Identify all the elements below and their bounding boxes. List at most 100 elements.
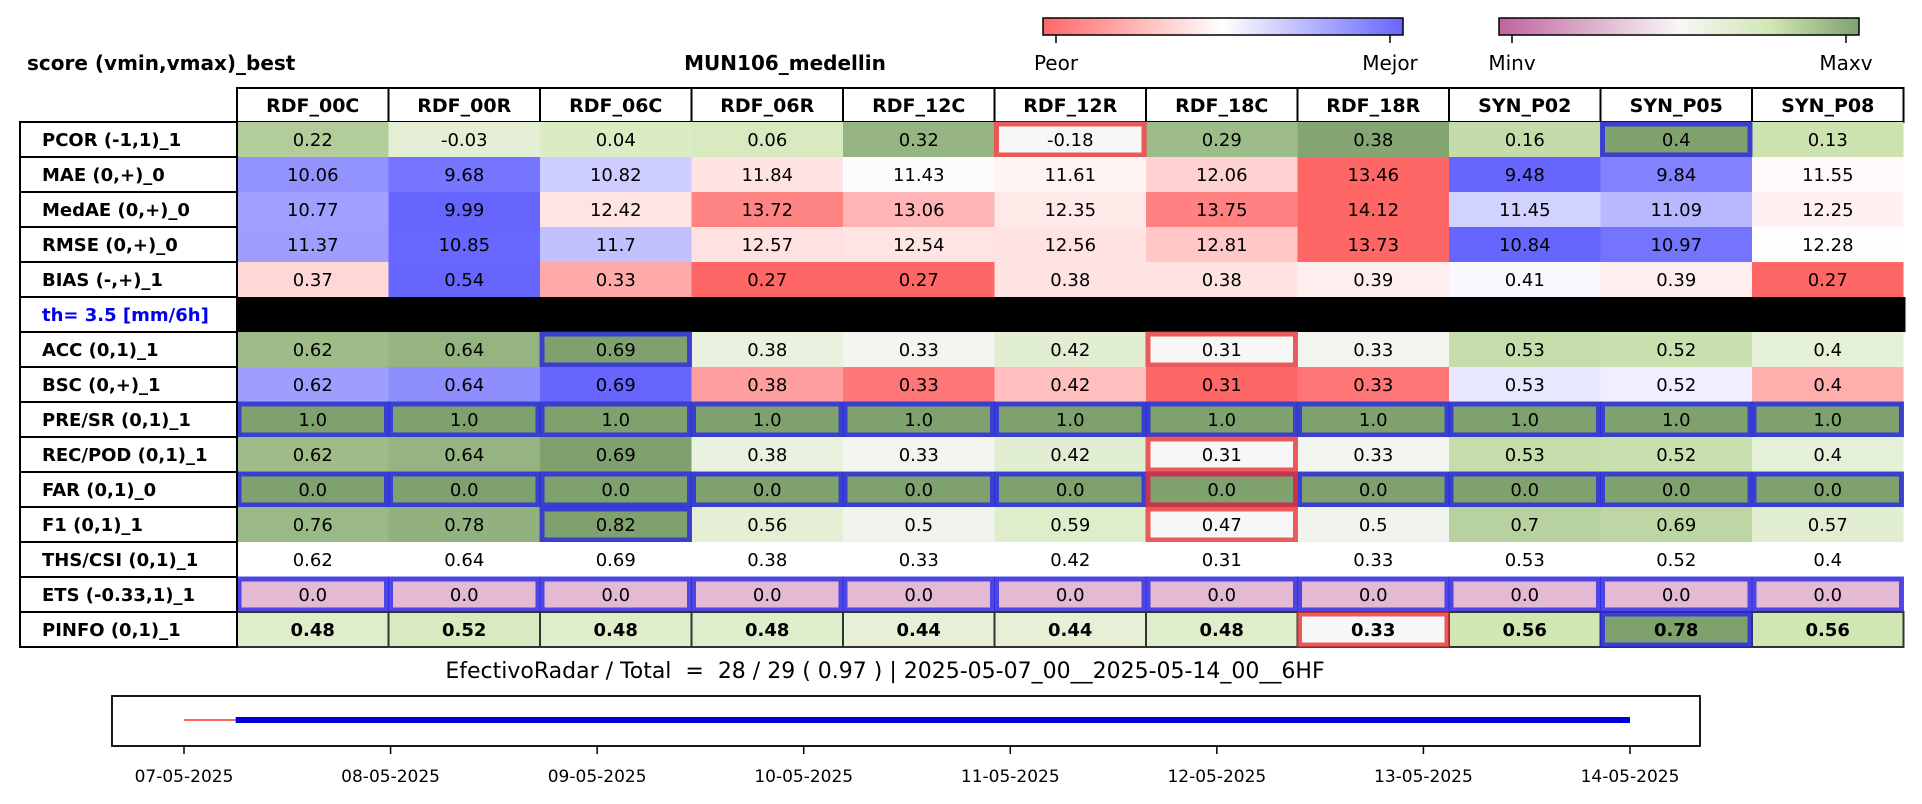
cell-value: -0.18 [1047,130,1094,151]
center-title: MUN106_medellin [684,51,886,75]
cell-value: 0.0 [753,585,782,606]
cell-fill [1297,367,1449,402]
cell-value: 12.28 [1802,235,1854,256]
best-highlight [842,576,995,613]
cell-value: 0.69 [596,445,636,466]
cell-value: 1.0 [450,410,479,431]
cell-fill [691,332,843,367]
cell-value: 1.0 [1207,410,1236,431]
timeline-tick-label: 14-05-2025 [1581,767,1680,787]
cell-value: 11.37 [287,235,339,256]
cell-value: 0.53 [1505,445,1545,466]
best-highlight [1448,471,1601,508]
cell-fill [994,262,1146,297]
cell-fill [1297,227,1449,262]
best-highlight [539,401,692,438]
cell-value: 0.0 [450,585,479,606]
row-label: PRE/SR (0,1)_1 [42,410,191,431]
cell-value: 9.99 [444,200,484,221]
colorbar-peor-label: Peor [1034,51,1079,75]
cell-value: 1.0 [1510,410,1539,431]
cell-fill [1297,122,1449,157]
cell-value: 0.22 [293,130,333,151]
best-highlight [994,576,1147,613]
cell-value: 0.62 [293,340,333,361]
cell-value: 0.39 [1353,270,1393,291]
colorbar-peor-mejor: Peor Mejor [1034,17,1419,75]
cell-value: 0.33 [1353,340,1393,361]
cell-value: 1.0 [753,410,782,431]
cell-fill [1752,402,1904,437]
cell-fill [388,507,540,542]
colorbar-maxv-label: Maxv [1819,51,1872,75]
cell-value: 0.53 [1505,340,1545,361]
cell-fill [1752,192,1904,227]
cell-fill [1752,367,1904,402]
cell-value: 0.33 [1353,550,1393,571]
cell-fill [691,542,843,577]
cell-fill [388,437,540,472]
cell-fill [237,262,389,297]
cell-value: 0.33 [1353,375,1393,396]
cell-fill [994,367,1146,402]
cell-fill [1146,122,1298,157]
cell-value: 12.54 [893,235,945,256]
cell-value: 0.52 [442,620,486,641]
cell-fill [1146,507,1298,542]
best-highlight [1297,471,1450,508]
best-highlight [388,576,541,613]
row-label: MedAE (0,+)_0 [42,200,190,221]
row-label-box [19,541,238,578]
cell-fill [237,402,389,437]
cell-value: 0.52 [1656,445,1696,466]
cell-value: 11.84 [741,165,793,186]
cell-value: 0.33 [899,375,939,396]
cell-value: 0.69 [596,340,636,361]
cell-fill [1146,157,1298,192]
cell-fill [1600,157,1752,192]
left-title: score (vmin,vmax)_best [27,51,296,75]
cell-value: 0.52 [1656,340,1696,361]
cell-fill [1449,507,1601,542]
cell-value: 0.0 [298,480,327,501]
cell-value: 0.31 [1202,375,1242,396]
best-highlight [691,401,844,438]
column-header: RDF_12C [872,95,965,117]
column-header: SYN_P02 [1478,95,1571,117]
cell-fill [994,332,1146,367]
best-highlight [539,506,692,543]
cell-value: 0.38 [747,375,787,396]
cell-value: 13.75 [1196,200,1248,221]
cell-fill [540,227,692,262]
cell-value: 9.84 [1656,165,1696,186]
cell-fill [843,542,995,577]
cell-value: 0.0 [298,585,327,606]
cell-fill [1449,262,1601,297]
row-label: FAR (0,1)_0 [42,480,156,501]
cell-fill [1297,157,1449,192]
cell-value: 0.57 [1808,515,1848,536]
cell-value: 0.54 [444,270,484,291]
cell-value: 12.06 [1196,165,1248,186]
cell-value: 12.81 [1196,235,1248,256]
cell-value: 12.57 [741,235,793,256]
cell-fill [1600,507,1752,542]
cell-fill [539,611,693,648]
cell-value: 10.77 [287,200,339,221]
column-header: RDF_00C [266,95,359,117]
cell-value: 0.16 [1505,130,1545,151]
cell-value: 12.56 [1044,235,1096,256]
column-header: RDF_06C [569,95,662,117]
timeline-tick-label: 12-05-2025 [1167,767,1266,787]
cell-value: 0.52 [1656,550,1696,571]
cell-value: 0.64 [444,445,484,466]
best-highlight [388,401,541,438]
cell-value: 1.0 [904,410,933,431]
cell-value: 0.59 [1050,515,1090,536]
cell-fill [1449,437,1601,472]
best-highlight [1600,401,1753,438]
cell-fill [388,227,540,262]
best-highlight [1448,401,1601,438]
cell-fill [1146,402,1298,437]
cell-value: 0.0 [753,480,782,501]
